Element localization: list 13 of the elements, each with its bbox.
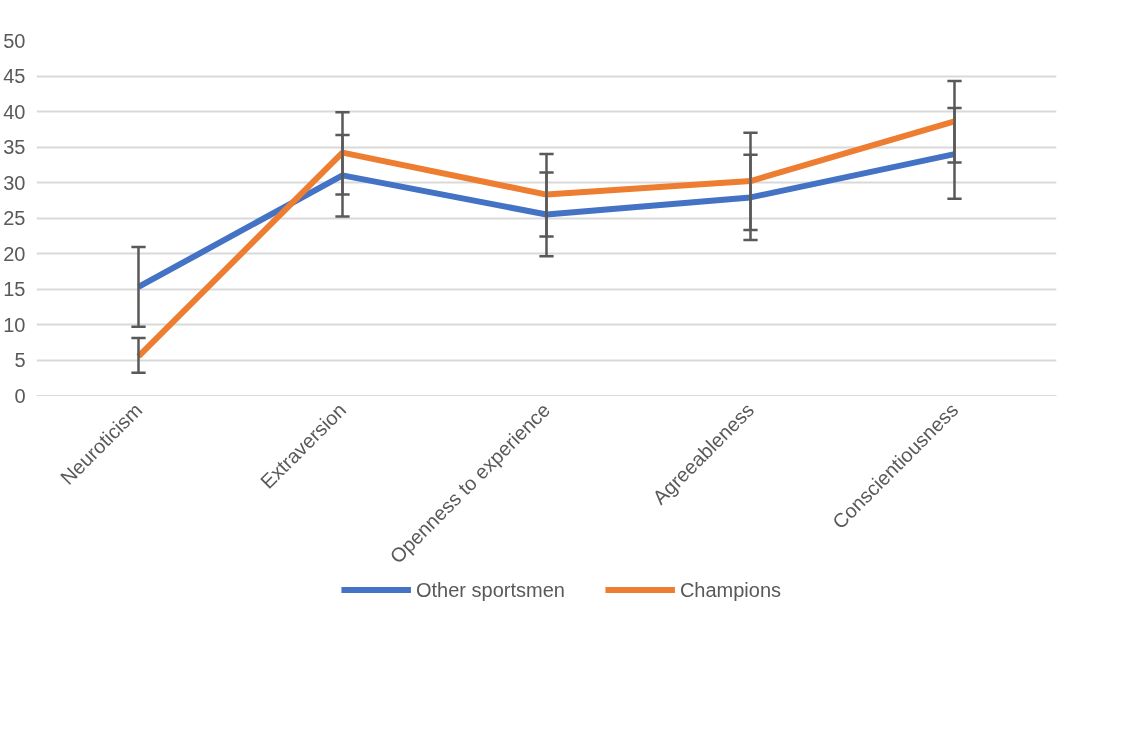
y-tick-label: 30	[3, 171, 26, 194]
y-tick-label: 45	[3, 65, 26, 87]
y-tick-label: 20	[3, 242, 26, 265]
y-tick-label: 15	[3, 278, 26, 300]
legend-label: Champions	[679, 578, 782, 601]
y-tick-label: 35	[3, 136, 26, 158]
y-tick-label: 10	[3, 313, 26, 336]
y-tick-label: 25	[3, 207, 26, 229]
legend-label: Other sportsmen	[415, 578, 565, 601]
y-tick-label: 40	[3, 100, 26, 123]
y-tick-label: 0	[14, 384, 26, 407]
y-tick-label: 5	[14, 349, 26, 371]
y-tick-label: 50	[3, 29, 26, 52]
